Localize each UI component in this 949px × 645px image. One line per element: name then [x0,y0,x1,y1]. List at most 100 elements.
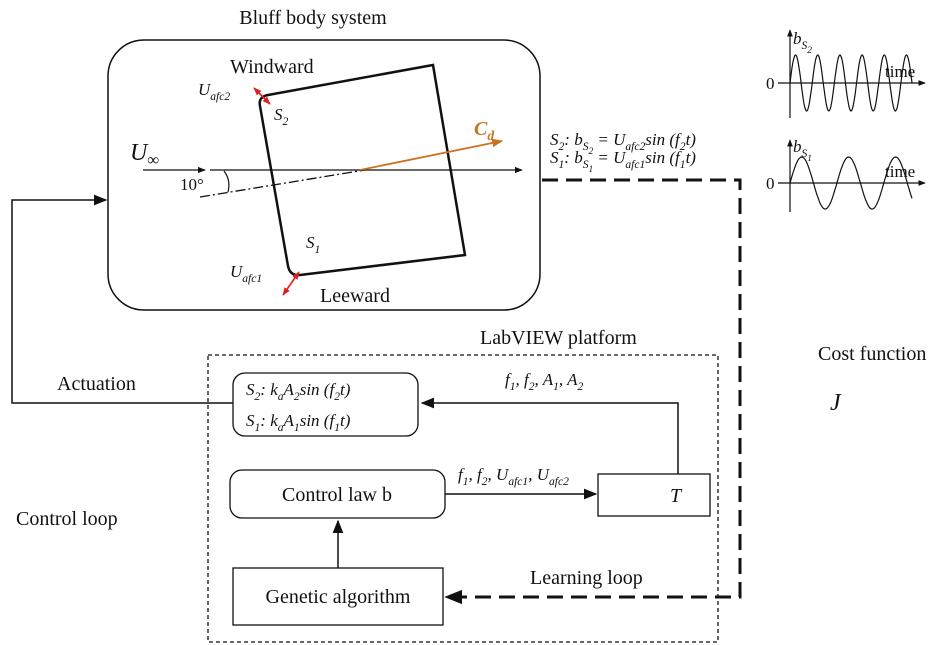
text-part: Control loop [16,508,118,530]
angle-arc [223,170,230,193]
text-part: afc1 [625,158,645,171]
plot1-label: bS1 [793,137,812,164]
text-part: b [793,137,802,156]
text-part: time [885,62,915,81]
plot2-time: time [885,62,915,81]
text-part: 0 [766,74,775,93]
text-part: Control law b [282,484,392,506]
text-part: 1 [294,421,300,434]
actuation-label: Actuation [57,373,136,395]
text-part: S [246,411,255,430]
text-part: 2 [283,115,289,128]
plot2-zero: 0 [766,74,775,93]
t-box [597,473,711,517]
text-part: 2 [559,140,565,153]
text-part: 2 [807,46,812,56]
text-part: , A [535,370,554,389]
system-box [107,39,541,311]
s2-label: S2 [274,105,289,128]
text-part: S [583,158,589,171]
text-part: S [550,130,559,149]
text-part: 1 [559,158,565,171]
text-part: = U [593,130,627,149]
text-part: 2 [294,390,300,403]
text-part: C [474,118,488,140]
text-part: afc1 [508,475,528,488]
text-part: : b [564,148,582,167]
plot1-zero: 0 [766,174,775,193]
text-part: f [458,465,465,484]
sine-wave [789,156,913,210]
feedback-line [444,178,742,605]
params-mid: f1, f2, Uafc1, Uafc2 [458,465,569,488]
text-part: S [802,39,808,52]
jet-s1 [282,271,300,296]
text-part: 2 [255,390,261,403]
control-law-label: Control law b [282,484,392,506]
actuation-s1: S1: kaA1sin (f1t) [246,411,351,434]
text-part: t) [686,130,697,149]
labview-box [207,354,719,643]
text-part: A [283,380,295,399]
actuation-s2: S2: kaA2sin (f2t) [246,380,351,403]
jet-s2 [253,87,271,105]
text-part: d [487,128,494,143]
drag-arrow [359,138,504,171]
text-part: , f [516,370,532,389]
text-part: Cost function [818,343,926,365]
plot2-label: bS2 [793,29,812,56]
text-part: sin (f [645,148,682,167]
text-part: 2 [577,380,583,393]
genetic-label: Genetic algorithm [266,586,411,608]
text-part: Leeward [320,285,390,307]
text-part: 1 [463,475,469,488]
text-part: a [278,421,284,434]
text-part: Actuation [57,373,136,395]
text-part: 2 [680,140,686,153]
text-part: time [885,162,915,181]
params-arrow [420,397,679,474]
signal-plots [778,29,926,212]
angle-label: 10° [180,175,204,194]
u-afc1-label: Uafc1 [230,262,262,285]
text-part: Genetic algorithm [266,586,411,608]
text-part: 1 [680,158,686,171]
text-part: 2 [334,390,340,403]
text-part: b [793,29,802,48]
text-part: 1 [315,243,321,256]
text-part: sin (f [645,130,682,149]
text-part: , U [488,465,511,484]
control-loop-label: Control loop [16,508,118,530]
text-part: LabVIEW platform [480,327,637,349]
text-part: : k [260,411,278,430]
freestream-label: U∞ [130,140,159,169]
text-part: sin (f [300,380,337,399]
actuation-line [11,194,233,404]
plot1-time: time [885,162,915,181]
text-part: afc2 [549,475,569,488]
text-part: S [246,380,255,399]
text-part: = U [593,148,627,167]
text-part: A [283,411,295,430]
text-part: : k [260,380,278,399]
t-label: T [670,485,683,507]
text-part: Windward [230,56,314,78]
text-part: S [802,147,808,160]
text-part: Bluff body system [239,7,387,29]
text-part: S [550,148,559,167]
system-title: Bluff body system [239,7,387,29]
text-part: 1 [807,154,812,164]
text-part: ∞ [147,150,159,169]
text-part: afc1 [242,272,262,285]
labview-label: LabVIEW platform [480,327,637,349]
text-part: t) [340,380,351,399]
cost-symbol: J [830,390,842,416]
text-part: 2 [529,380,535,393]
params-top: f1, f2, A1, A2 [505,370,583,393]
equation-s1: S1: bS1 = Uafc1sin (f1t) [550,148,696,175]
text-part: U [198,80,212,99]
text-part: T [670,485,683,507]
s1-label: S1 [306,233,320,256]
text-part: S [306,233,315,252]
